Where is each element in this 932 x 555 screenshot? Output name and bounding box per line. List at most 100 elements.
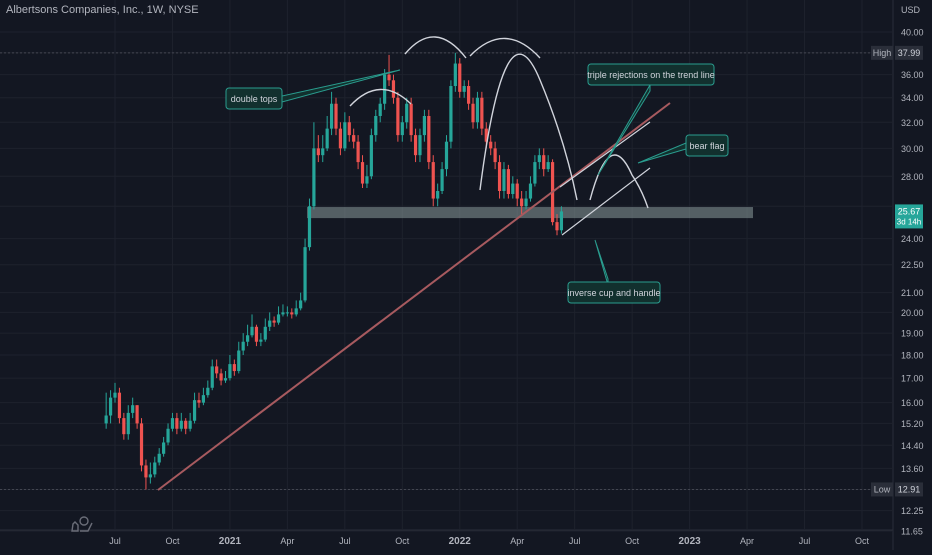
candle-body	[126, 412, 130, 435]
candle-body	[294, 308, 298, 315]
price-tick-label: 32.00	[901, 118, 924, 128]
price-tick-label: 12.25	[901, 506, 924, 516]
price-tick-label: 24.00	[901, 234, 924, 244]
pattern-arc	[469, 37, 541, 59]
callout-pointer	[594, 239, 609, 286]
candle-body	[139, 423, 144, 466]
low-label-bg	[871, 482, 893, 497]
candle-body	[356, 141, 360, 163]
candle-body	[369, 135, 373, 177]
low-tag-value: 12.91	[898, 484, 921, 494]
flag-upper	[559, 121, 651, 188]
symbol-title: Albertsons Companies, Inc., 1W, NYSE	[6, 4, 199, 16]
candle-body	[117, 392, 122, 419]
candle-body	[493, 148, 497, 163]
candle-body	[268, 320, 272, 327]
candle-body	[228, 364, 232, 379]
candle-body	[515, 183, 519, 199]
price-tick-label: 28.00	[901, 172, 924, 182]
candle-body	[542, 155, 546, 170]
candle-body	[197, 400, 201, 403]
price-tick-label: 34.00	[901, 93, 924, 103]
candle-body	[188, 420, 192, 429]
candle-body	[184, 420, 188, 429]
candle-body	[237, 350, 241, 372]
candle-body	[471, 103, 475, 123]
candle-body	[241, 341, 245, 351]
candle-body	[480, 97, 484, 129]
candle-body	[427, 115, 431, 163]
candle-body	[223, 378, 228, 381]
candle-body	[537, 155, 541, 163]
candle-body	[528, 183, 533, 199]
candle-body	[413, 135, 418, 156]
candle-body	[436, 190, 440, 199]
candle-body	[192, 400, 197, 421]
price-tick-label: 20.00	[901, 308, 924, 318]
price-tick-label: 16.00	[901, 398, 924, 408]
candle-body	[299, 300, 303, 309]
candle-body	[400, 122, 404, 136]
candle-body	[307, 206, 312, 248]
currency-label: USD	[901, 5, 921, 15]
time-tick-label: 2022	[449, 536, 472, 547]
price-tick-label: 18.00	[901, 351, 924, 361]
candle-body	[135, 405, 139, 424]
time-tick-label: Jul	[799, 536, 811, 546]
low-label: Low	[874, 484, 891, 494]
callout-text: bear flag	[689, 141, 724, 151]
candle-body	[201, 395, 205, 403]
candle-body	[325, 128, 329, 149]
high-tag-bg	[895, 45, 923, 60]
price-tick-label: 22.50	[901, 260, 924, 270]
candle-body	[250, 326, 254, 336]
price-tag-value: 25.67	[898, 206, 921, 216]
candle-body	[360, 162, 365, 184]
candle-body	[352, 135, 356, 142]
candle-body	[559, 211, 564, 231]
candle-body	[511, 183, 515, 194]
callout-box	[567, 281, 661, 304]
high-label: High	[873, 48, 892, 58]
candle-body	[170, 418, 175, 429]
candle-body	[316, 148, 320, 156]
candle-body	[259, 339, 263, 342]
callout-layer: double tops triple rejections on the tren…	[225, 63, 729, 304]
time-tick-label: Apr	[280, 536, 294, 546]
candle-body	[418, 135, 422, 156]
price-tick-label: 13.60	[901, 464, 924, 474]
candle-body	[440, 169, 444, 191]
high-tag-value: 37.99	[898, 48, 921, 58]
callout-pointer	[637, 142, 687, 164]
candle-body	[108, 397, 113, 416]
time-tick-label: Oct	[625, 536, 640, 546]
price-tick-label: 11.65	[901, 527, 923, 537]
candle-body	[449, 86, 453, 142]
time-tick-label: 2021	[219, 536, 242, 547]
candle-body	[281, 312, 285, 315]
candle-body	[276, 314, 281, 323]
time-tick-label: Oct	[395, 536, 410, 546]
candle-body	[555, 222, 559, 231]
candle-layer	[104, 52, 564, 490]
candle-body	[387, 74, 391, 81]
time-tick-label: Jul	[569, 536, 581, 546]
support-zone	[307, 207, 753, 219]
candle-body	[462, 86, 466, 92]
candle-body	[312, 148, 316, 207]
candle-body	[162, 442, 166, 454]
candle-body	[343, 122, 347, 149]
candle-body	[206, 387, 210, 396]
candle-body	[290, 312, 294, 315]
candle-body	[365, 176, 369, 184]
low-tag-bg	[895, 482, 923, 497]
callout-pointer	[597, 83, 651, 176]
callout-box	[225, 87, 283, 110]
time-tick-label: Apr	[510, 536, 524, 546]
candle-body	[179, 420, 183, 429]
axis-layer: 11.65 12.25 13.60 14.40 15.20 16.00 17.00 18.00…	[109, 5, 923, 547]
trend-line	[157, 102, 671, 491]
price-tick-label: 30.00	[901, 144, 924, 154]
